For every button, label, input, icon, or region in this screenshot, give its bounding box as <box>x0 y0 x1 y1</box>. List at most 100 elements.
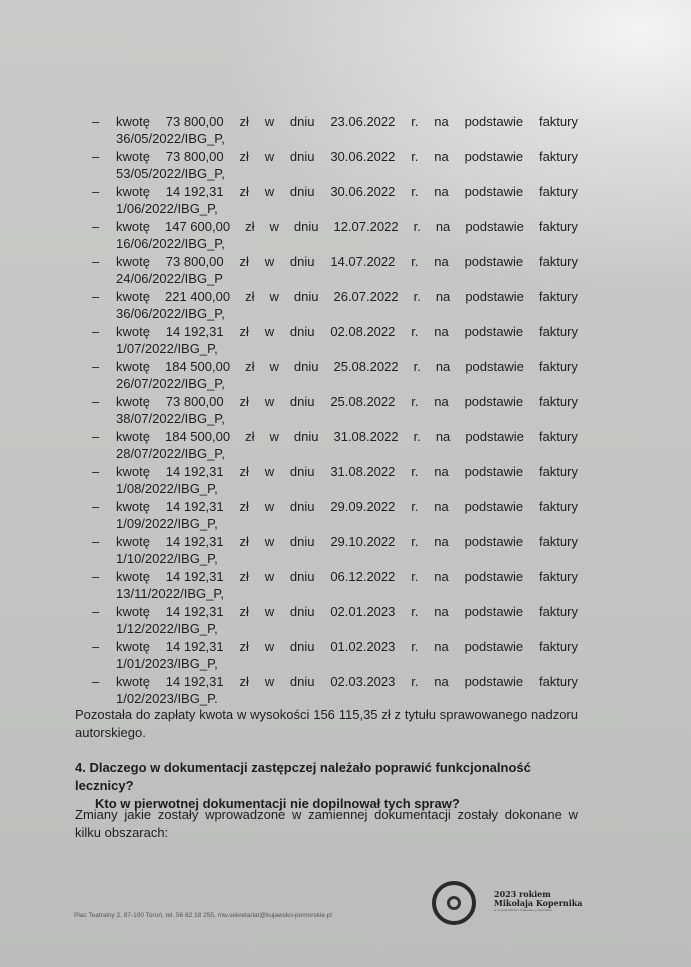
payment-r: r. <box>411 534 419 549</box>
bullet-dash: – <box>92 674 100 689</box>
payment-faktury: faktury <box>538 324 578 339</box>
payment-line: kwotę 14 192,31 zł w dniu 02.03.2023 r. na podst… <box>116 674 578 689</box>
payment-currency: zł <box>239 464 249 479</box>
payment-item: – kwotę 73 800,00 zł w dniu 14.07.2022 r. na pods… <box>92 254 578 289</box>
payment-amount: 221 400,00 <box>164 289 231 304</box>
payment-date: 26.07.2022 <box>333 289 399 304</box>
payment-w: w <box>269 359 279 374</box>
payment-na: na <box>434 394 449 409</box>
payment-dniu: dniu <box>289 569 315 584</box>
bullet-dash: – <box>92 359 100 374</box>
payment-w: w <box>264 394 275 409</box>
payment-podstawie: podstawie <box>464 254 524 269</box>
payment-w: w <box>264 149 275 164</box>
payment-dniu: dniu <box>289 184 315 199</box>
bullet-dash: – <box>92 184 100 199</box>
payment-currency: zł <box>239 254 249 269</box>
payment-label: kwotę <box>116 429 150 444</box>
payment-date: 25.08.2022 <box>333 359 399 374</box>
payment-invoice: 1/07/2022/IBG_P, <box>116 341 218 356</box>
payment-w: w <box>264 184 275 199</box>
payment-na: na <box>434 534 449 549</box>
payment-r: r. <box>411 674 419 689</box>
payment-amount: 184 500,00 <box>164 429 231 444</box>
payment-r: r. <box>411 149 419 164</box>
payment-invoice: 1/01/2023/IBG_P, <box>116 656 218 671</box>
payment-na: na <box>434 499 449 514</box>
payment-list: – kwotę 73 800,00 zł w dniu 23.06.2022 r. na pods… <box>92 114 578 709</box>
payment-faktury: faktury <box>538 569 578 584</box>
payment-amount: 73 800,00 <box>165 254 224 269</box>
payment-date: 25.08.2022 <box>330 394 396 409</box>
payment-faktury: faktury <box>538 394 578 409</box>
payment-currency: zł <box>239 149 249 164</box>
bullet-dash: – <box>92 254 100 269</box>
payment-amount: 73 800,00 <box>165 394 224 409</box>
payment-dniu: dniu <box>289 114 315 129</box>
payment-faktury: faktury <box>538 184 578 199</box>
bullet-dash: – <box>92 324 100 339</box>
payment-label: kwotę <box>116 149 150 164</box>
payment-invoice: 1/02/2023/IBG_P. <box>116 691 218 706</box>
payment-dniu: dniu <box>293 359 319 374</box>
payment-invoice: 26/07/2022/IBG_P, <box>116 376 225 391</box>
payment-date: 02.01.2023 <box>330 604 396 619</box>
payment-currency: zł <box>239 324 249 339</box>
payment-podstawie: podstawie <box>464 184 524 199</box>
payment-podstawie: podstawie <box>464 464 524 479</box>
payment-item: – kwotę 14 192,31 zł w dniu 01.02.2023 r. na pods… <box>92 639 578 674</box>
payment-date: 29.09.2022 <box>330 499 396 514</box>
question-heading: 4. Dlaczego w dokumentacji zastępczej na… <box>75 759 590 813</box>
payment-amount: 14 192,31 <box>165 604 224 619</box>
payment-item: – kwotę 184 500,00 zł w dniu 25.08.2022 r. na pod… <box>92 359 578 394</box>
payment-w: w <box>264 604 275 619</box>
payment-faktury: faktury <box>538 429 578 444</box>
payment-na: na <box>434 114 449 129</box>
payment-dniu: dniu <box>289 254 315 269</box>
payment-w: w <box>264 674 275 689</box>
payment-w: w <box>264 569 275 584</box>
payment-dniu: dniu <box>289 324 315 339</box>
payment-date: 30.06.2022 <box>330 149 396 164</box>
payment-faktury: faktury <box>538 114 578 129</box>
bullet-dash: – <box>92 219 100 234</box>
payment-currency: zł <box>245 219 255 234</box>
question-line-2: Kto w pierwotnej dokumentacji nie dopiln… <box>95 796 460 811</box>
payment-r: r. <box>411 639 419 654</box>
payment-item: – kwotę 147 600,00 zł w dniu 12.07.2022 r. na pod… <box>92 219 578 254</box>
payment-podstawie: podstawie <box>464 394 524 409</box>
payment-amount: 14 192,31 <box>165 324 224 339</box>
logo-line-3: w województwie kujawsko-pomorskim <box>494 908 553 912</box>
payment-podstawie: podstawie <box>464 149 524 164</box>
payment-dniu: dniu <box>289 604 315 619</box>
payment-na: na <box>434 674 449 689</box>
payment-na: na <box>434 569 449 584</box>
payment-label: kwotę <box>116 359 150 374</box>
payment-line: kwotę 184 500,00 zł w dniu 25.08.2022 r. na pods… <box>116 359 578 374</box>
payment-dniu: dniu <box>293 429 319 444</box>
payment-line: kwotę 14 192,31 zł w dniu 02.08.2022 r. na podst… <box>116 324 578 339</box>
payment-na: na <box>434 184 449 199</box>
payment-r: r. <box>413 289 421 304</box>
payment-faktury: faktury <box>538 359 578 374</box>
payment-currency: zł <box>239 184 249 199</box>
payment-podstawie: podstawie <box>464 674 524 689</box>
payment-line: kwotę 14 192,31 zł w dniu 06.12.2022 r. na podst… <box>116 569 578 584</box>
payment-label: kwotę <box>116 674 150 689</box>
payment-na: na <box>435 359 451 374</box>
payment-amount: 184 500,00 <box>164 359 231 374</box>
payment-w: w <box>264 499 275 514</box>
payment-line: kwotę 73 800,00 zł w dniu 23.06.2022 r. na podst… <box>116 114 578 129</box>
payment-faktury: faktury <box>538 639 578 654</box>
payment-date: 12.07.2022 <box>333 219 399 234</box>
payment-label: kwotę <box>116 639 150 654</box>
payment-date: 29.10.2022 <box>330 534 396 549</box>
payment-item: – kwotę 14 192,31 zł w dniu 02.03.2023 r. na pods… <box>92 674 578 709</box>
payment-w: w <box>264 324 275 339</box>
payment-na: na <box>435 289 451 304</box>
footer-address: Plac Teatralny 2, 87-100 Toruń, tel. 56 … <box>74 912 332 919</box>
payment-amount: 14 192,31 <box>165 674 224 689</box>
payment-podstawie: podstawie <box>464 499 524 514</box>
payment-podstawie: podstawie <box>465 429 524 444</box>
payment-line: kwotę 14 192,31 zł w dniu 31.08.2022 r. na podst… <box>116 464 578 479</box>
